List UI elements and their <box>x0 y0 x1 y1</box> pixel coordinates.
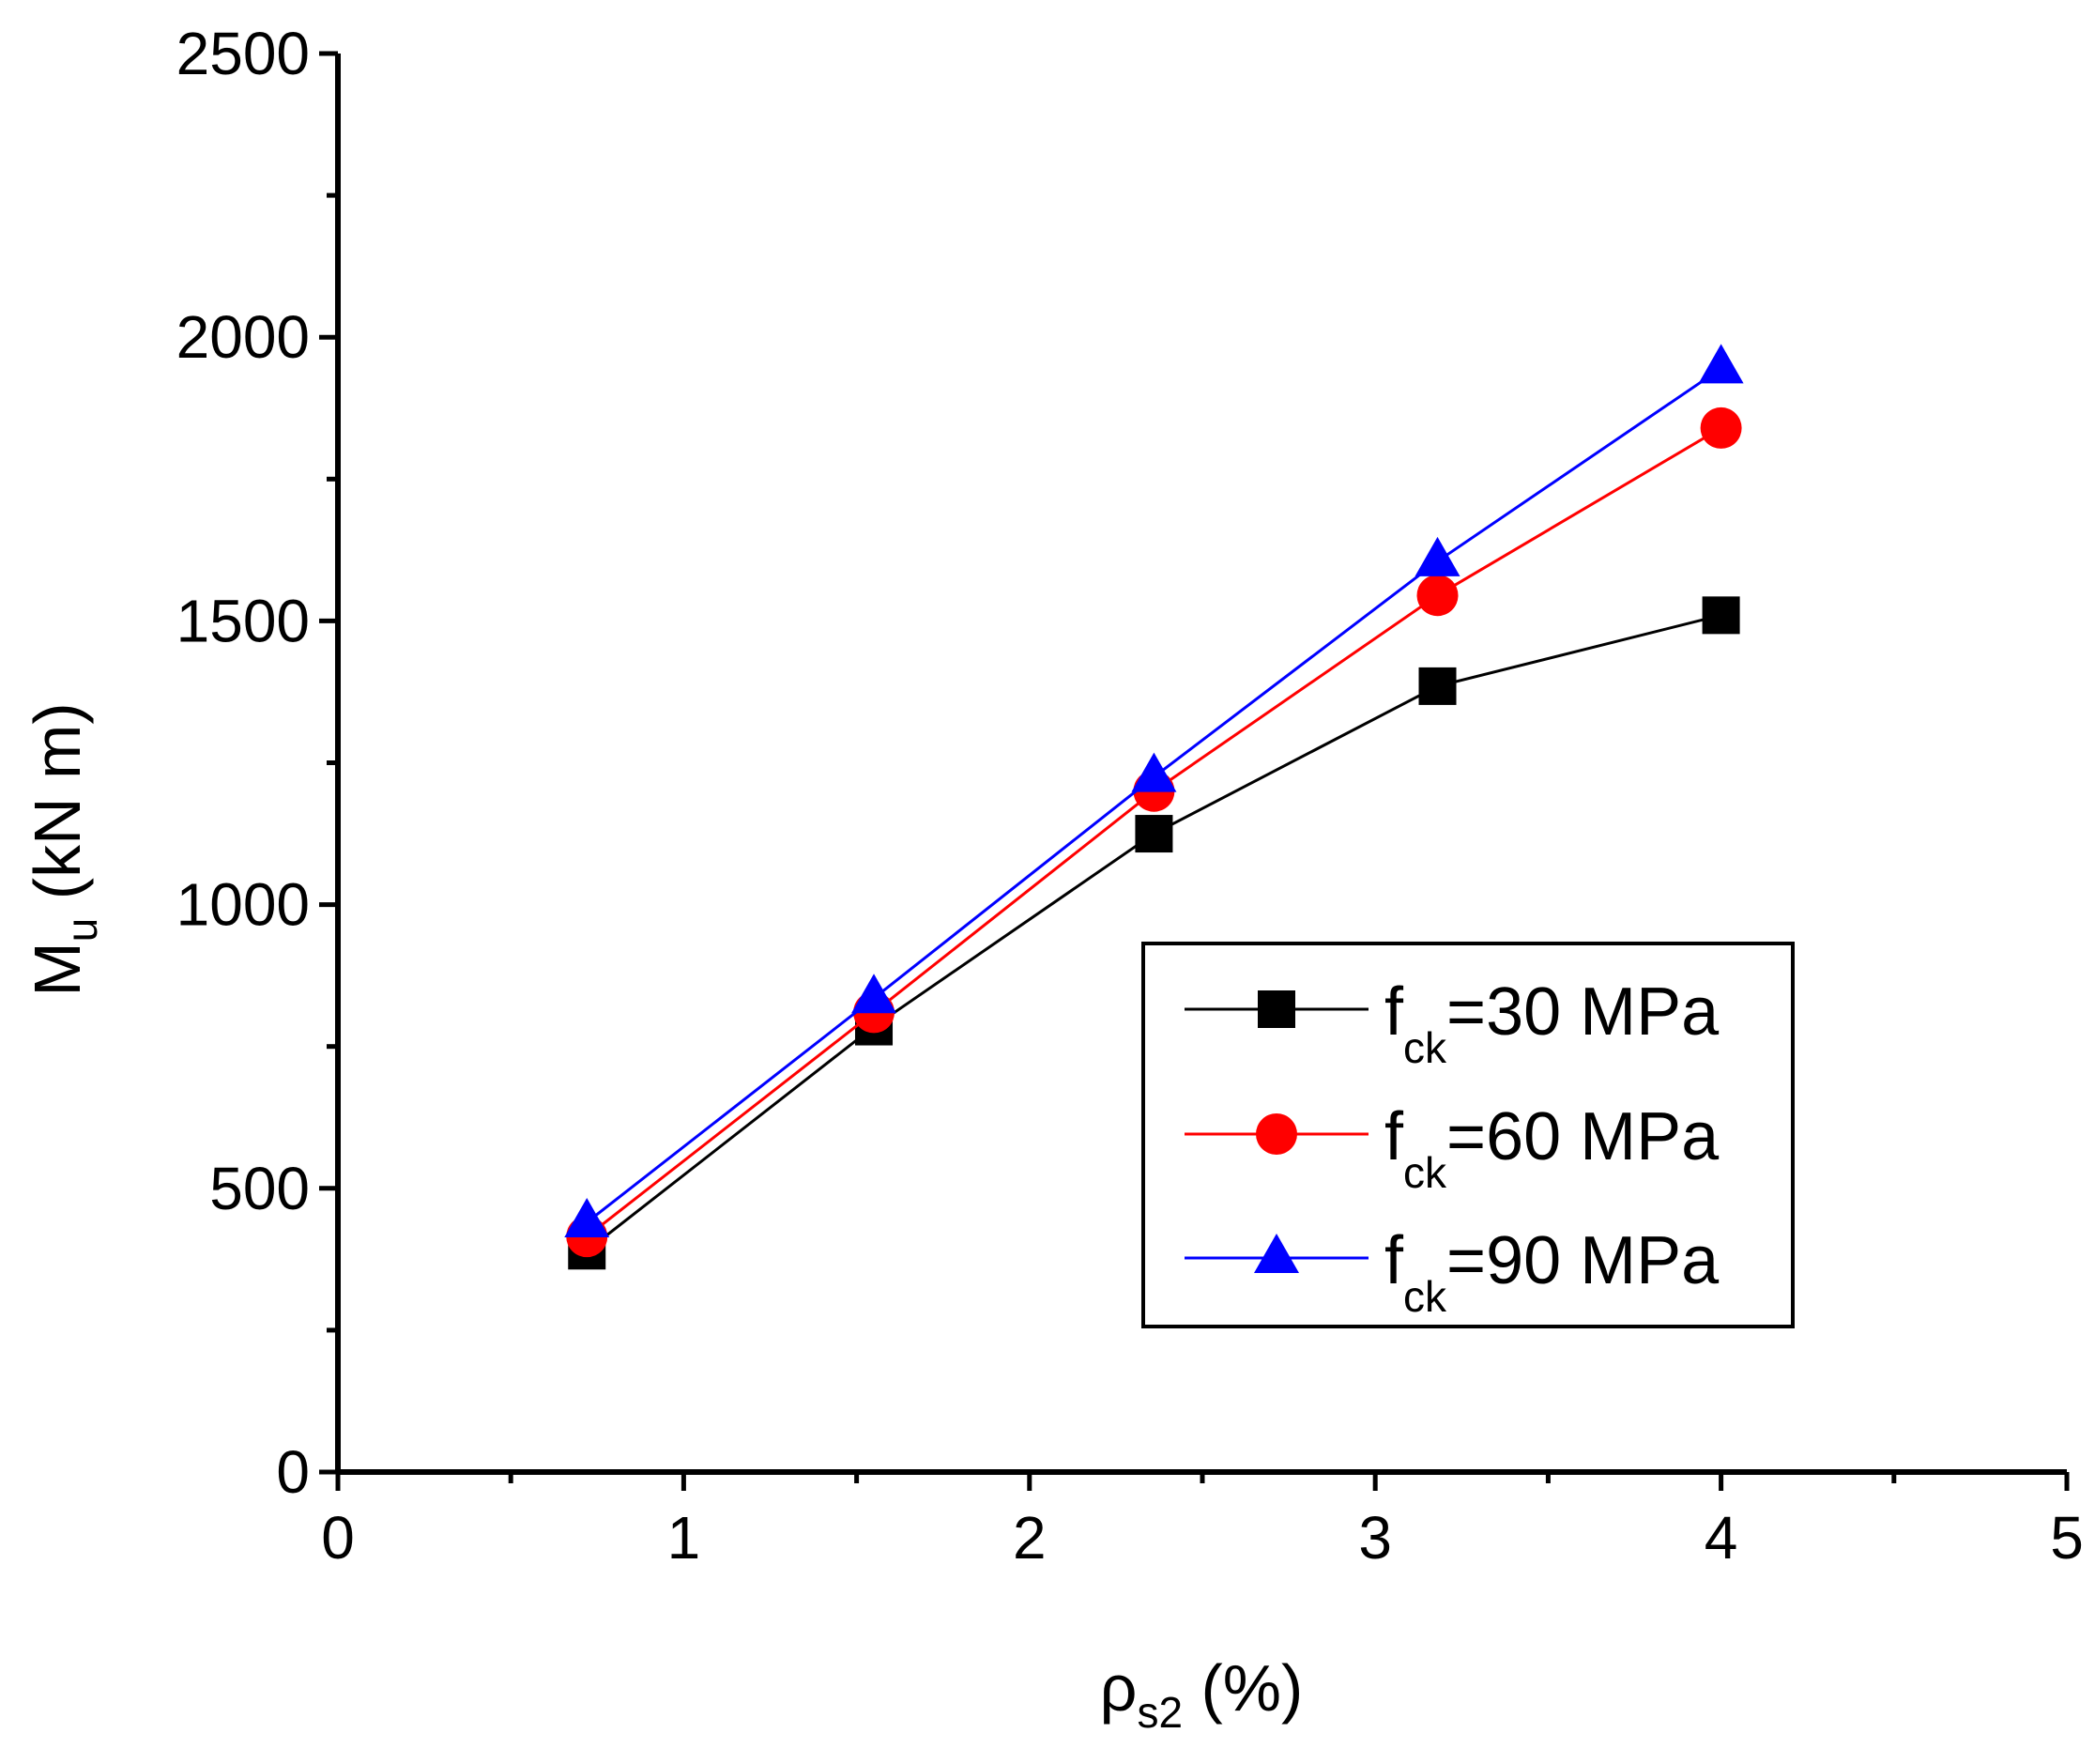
legend-label: fck=30 MPa <box>1384 974 1720 1072</box>
x-tick-label: 0 <box>321 1504 355 1572</box>
data-point-triangle <box>1415 536 1460 576</box>
x-tick-label: 4 <box>1705 1504 1738 1572</box>
legend-label: fck=90 MPa <box>1384 1223 1720 1321</box>
legend-entry: fck=90 MPa <box>1185 1223 1720 1321</box>
y-tick-label: 2000 <box>176 303 310 371</box>
data-point-triangle <box>564 1198 610 1238</box>
data-point-square <box>1418 667 1457 705</box>
x-axis-subscript: s2 <box>1137 1688 1183 1737</box>
y-axis-unit: (kN m) <box>21 702 94 917</box>
x-axis-unit: (%) <box>1183 1651 1303 1725</box>
data-point-triangle <box>1698 344 1744 384</box>
y-axis-subscript: u <box>57 918 106 943</box>
data-point-square <box>1702 596 1740 635</box>
data-point-square <box>1135 815 1173 853</box>
legend-marker-triangle <box>1254 1233 1299 1273</box>
y-axis-title: Mu (kN m) <box>21 702 106 996</box>
legend-label-subscript: ck <box>1403 1148 1447 1197</box>
y-tick-label: 2500 <box>176 20 310 87</box>
legend-label-symbol: f <box>1384 974 1404 1050</box>
data-point-circle <box>1416 575 1459 617</box>
legend-marker-square <box>1258 990 1295 1028</box>
x-tick-label: 2 <box>1013 1504 1047 1572</box>
x-axis-symbol: ρ <box>1100 1651 1138 1725</box>
legend-entry: fck=60 MPa <box>1185 1099 1720 1197</box>
y-tick-label: 1500 <box>176 587 310 654</box>
legend-label-subscript: ck <box>1403 1023 1447 1072</box>
series-triangle <box>564 344 1744 1238</box>
x-tick-label: 3 <box>1358 1504 1392 1572</box>
y-axis-symbol: M <box>21 942 94 996</box>
axes: 0 1 2 3 4 5 0 500 1000 1500 2000 2500 <box>176 20 2084 1572</box>
legend-label-subscript: ck <box>1403 1272 1447 1321</box>
legend-label-symbol: f <box>1384 1223 1404 1298</box>
y-tick-label: 500 <box>209 1155 310 1222</box>
legend-label-text: =60 MPa <box>1446 1099 1720 1174</box>
legend-label-symbol: f <box>1384 1099 1404 1174</box>
data-point-triangle <box>1131 752 1177 792</box>
legend-label: fck=60 MPa <box>1384 1099 1720 1197</box>
y-tick-label: 0 <box>276 1438 310 1506</box>
y-tick-label: 1000 <box>176 871 310 939</box>
legend-label-text: =30 MPa <box>1446 974 1720 1050</box>
legend-label-text: =90 MPa <box>1446 1223 1720 1298</box>
legend-marker-circle <box>1256 1113 1297 1155</box>
data-point-circle <box>1700 406 1742 449</box>
x-axis-title: ρs2 (%) <box>1100 1651 1304 1737</box>
data-point-triangle <box>851 974 897 1014</box>
x-tick-label: 5 <box>2050 1504 2084 1572</box>
plot-series <box>564 344 1744 1270</box>
x-tick-label: 1 <box>667 1504 701 1572</box>
legend-entry: fck=30 MPa <box>1185 974 1720 1072</box>
